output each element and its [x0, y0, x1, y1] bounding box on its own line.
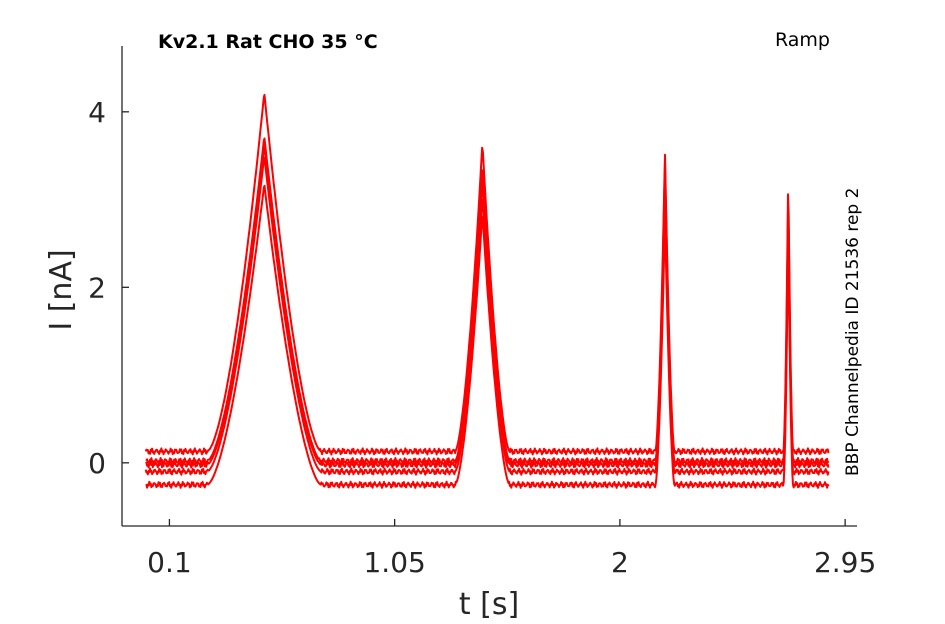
- channelpedia-id-label: BBP Channelpedia ID 21536 rep 2: [843, 188, 863, 476]
- trace-line: [145, 184, 830, 489]
- trace-line: [144, 156, 830, 476]
- y-tick-label: 0: [88, 447, 106, 480]
- y-ticks: 0 2 4: [88, 96, 129, 480]
- y-tick-label: 2: [88, 271, 106, 304]
- chart-title: Kv2.1 Rat CHO 35 °C: [158, 31, 378, 53]
- x-tick-label: 0.1: [147, 546, 192, 579]
- protocol-label: Ramp: [775, 29, 830, 51]
- x-ticks: 0.1 1.05 2 2.95: [147, 519, 876, 579]
- trace-line: [144, 93, 830, 456]
- y-tick-label: 4: [88, 96, 106, 129]
- y-axis-label: I [nA]: [44, 249, 79, 330]
- traces-group: [144, 93, 830, 489]
- x-tick-label: 2: [611, 546, 629, 579]
- x-tick-label: 2.95: [814, 546, 876, 579]
- x-axis-label: t [s]: [459, 587, 519, 622]
- x-tick-label: 1.05: [363, 546, 425, 579]
